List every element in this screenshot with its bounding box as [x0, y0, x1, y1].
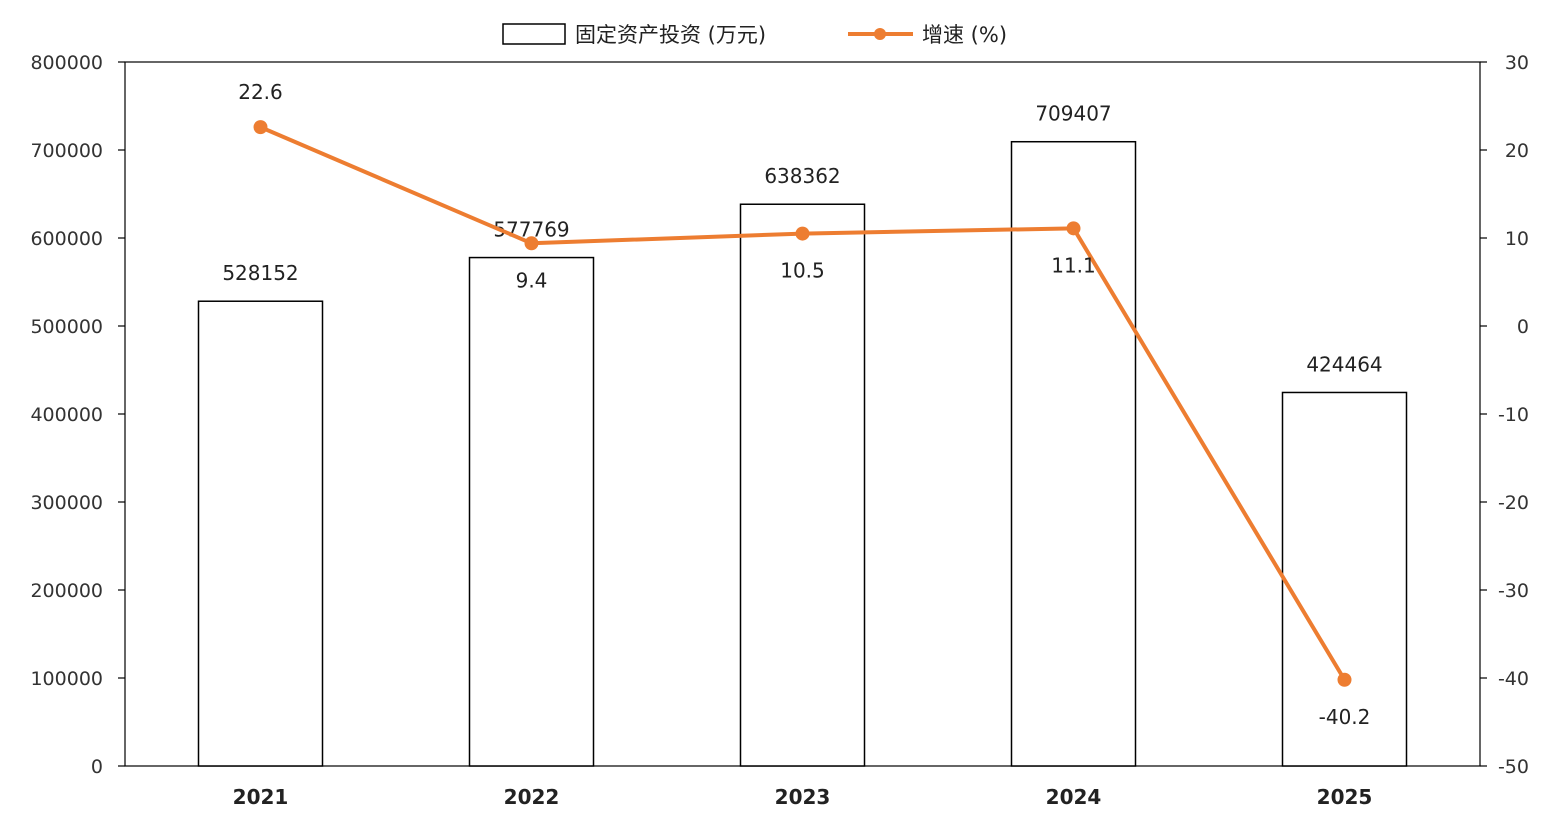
- left-axis-tick-label: 700000: [30, 140, 103, 162]
- bar: [739, 203, 866, 767]
- bar-data-label: 709407: [1035, 102, 1111, 126]
- category-label: 2023: [775, 785, 831, 809]
- line-data-label: 9.4: [516, 268, 548, 292]
- category-axis: 2021 2022 2023 2024 2025: [233, 785, 1373, 809]
- right-axis-tick-label: 0: [1517, 316, 1529, 338]
- line-data-labels: 22.6 9.4 10.5 11.1 -40.2: [238, 80, 1370, 729]
- category-label: 2022: [504, 785, 560, 809]
- left-axis: 0 100000 200000 300000 400000 500000 600000 700…: [30, 52, 125, 778]
- bar-data-label: 638362: [764, 164, 840, 188]
- line-data-label: 10.5: [780, 259, 825, 283]
- left-axis-tick-label: 0: [91, 756, 103, 778]
- right-axis: -50 -40 -30 -20 -10 0 10 20 30: [1480, 52, 1529, 778]
- left-axis-tick-label: 400000: [30, 404, 103, 426]
- left-axis-tick-label: 500000: [30, 316, 103, 338]
- category-label: 2021: [233, 785, 289, 809]
- left-axis-tick-label: 300000: [30, 492, 103, 514]
- right-axis-tick-label: -40: [1498, 668, 1529, 690]
- line-data-label: 11.1: [1051, 253, 1096, 277]
- right-axis-tick-label: -30: [1498, 580, 1529, 602]
- legend: 固定资产投资 (万元) 增速 (%): [502, 23, 1007, 47]
- line-data-label: 22.6: [238, 80, 283, 104]
- line-series: [253, 120, 1352, 687]
- bar-data-label: 424464: [1306, 352, 1382, 376]
- bar-data-label: 528152: [222, 261, 298, 285]
- right-axis-tick-label: 20: [1505, 140, 1529, 162]
- line-marker: [1066, 221, 1081, 236]
- left-axis-tick-label: 800000: [30, 52, 103, 74]
- left-axis-tick-label: 600000: [30, 228, 103, 250]
- left-axis-tick-label: 100000: [30, 668, 103, 690]
- line-marker: [524, 236, 539, 251]
- line-marker: [1337, 672, 1352, 687]
- bar-series: [197, 140, 1408, 767]
- legend-bar-swatch: [502, 23, 566, 45]
- right-axis-tick-label: -50: [1498, 756, 1529, 778]
- right-axis-tick-label: -20: [1498, 492, 1529, 514]
- line-marker: [253, 120, 268, 135]
- line-marker: [795, 226, 810, 241]
- bar: [197, 300, 324, 767]
- right-axis-tick-label: 30: [1505, 52, 1529, 74]
- category-label: 2024: [1046, 785, 1102, 809]
- right-axis-tick-label: -10: [1498, 404, 1529, 426]
- category-label: 2025: [1317, 785, 1373, 809]
- legend-label-growth: 增速 (%): [922, 23, 1007, 47]
- bar: [1010, 140, 1137, 767]
- right-axis-tick-label: 10: [1505, 228, 1529, 250]
- left-axis-tick-label: 200000: [30, 580, 103, 602]
- line-data-label: -40.2: [1319, 705, 1371, 729]
- bar: [468, 256, 595, 767]
- legend-line-marker: [874, 28, 886, 40]
- legend-label-investment: 固定资产投资 (万元): [575, 23, 766, 47]
